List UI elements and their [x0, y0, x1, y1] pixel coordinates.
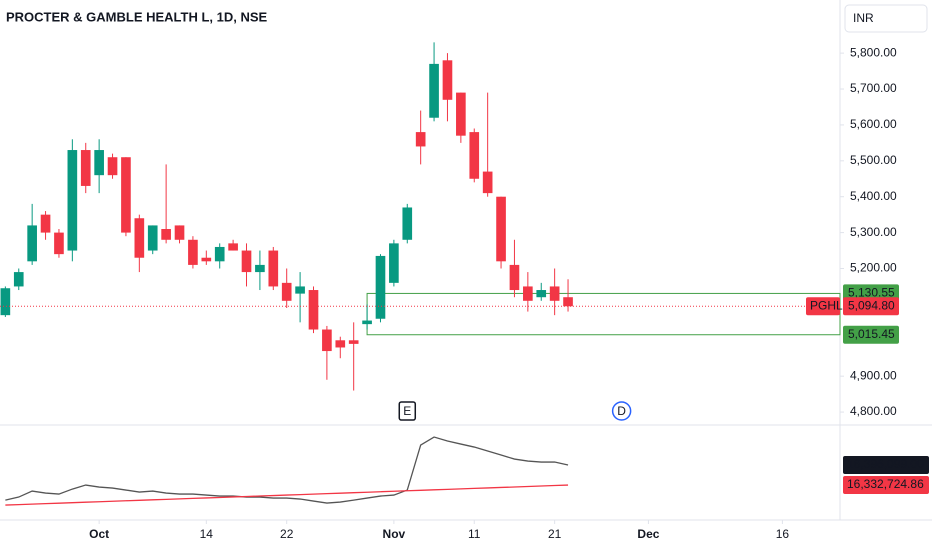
- x-tick-label: Nov: [383, 527, 406, 541]
- candle-body: [375, 255, 386, 319]
- y-tick-label: 5,800.00: [850, 45, 897, 59]
- candle-body: [13, 272, 24, 287]
- candle-body: [147, 225, 158, 251]
- event-label: E: [403, 404, 411, 418]
- candle-body: [241, 250, 252, 273]
- candle-body: [27, 225, 37, 262]
- x-tick-label: 16: [776, 527, 790, 541]
- candle-body: [40, 214, 51, 233]
- currency-button[interactable]: [844, 4, 928, 33]
- candle-body: [402, 207, 413, 240]
- x-tick-label: 21: [548, 527, 562, 541]
- candle-body: [322, 329, 332, 352]
- candle-body: [482, 171, 493, 194]
- indicator-tag: [843, 476, 929, 495]
- candle-body: [469, 132, 480, 179]
- y-tick-label: 4,900.00: [850, 368, 897, 382]
- indicator-line: [5, 436, 569, 504]
- candle-body: [255, 264, 265, 273]
- candle-body: [134, 218, 145, 258]
- y-tick-label: 5,700.00: [850, 81, 897, 95]
- event-marker: [398, 401, 417, 421]
- candle-body: [80, 150, 91, 186]
- event-marker: [611, 401, 632, 421]
- last-price-name: PGHL: [810, 298, 843, 312]
- level-label: 5,130.55: [848, 286, 895, 300]
- candle-body: [442, 60, 453, 100]
- candle-body: [549, 286, 560, 301]
- candle-body: [563, 297, 573, 307]
- candle-body: [94, 150, 104, 176]
- chart-title: PROCTER & GAMBLE HEALTH L, 1D, NSE: [6, 9, 268, 24]
- candle-body: [0, 288, 11, 316]
- x-tick-label: 14: [200, 527, 214, 541]
- indicator-tag: [843, 456, 929, 475]
- candle-body: [335, 340, 346, 348]
- x-tick-label: 11: [468, 527, 481, 541]
- x-tick-label: 22: [280, 527, 294, 541]
- candle-body: [228, 243, 238, 251]
- candle-body: [496, 196, 506, 262]
- candle-body: [362, 320, 372, 325]
- currency-label[interactable]: INR: [853, 11, 874, 25]
- candle-body: [188, 239, 198, 265]
- candle-body: [308, 290, 319, 330]
- candle-body: [523, 286, 533, 301]
- candle-body: [536, 290, 547, 298]
- last-price-tag: [843, 297, 899, 316]
- candle-body: [389, 243, 399, 283]
- y-tick-label: 5,300.00: [850, 225, 897, 239]
- indicator-label: 16,396,099.00: [847, 457, 924, 471]
- candle-body: [107, 157, 118, 176]
- y-tick-label: 4,800.00: [850, 404, 897, 418]
- x-tick-label: Dec: [637, 527, 659, 541]
- candle-body: [509, 264, 520, 291]
- candle-body: [456, 92, 466, 136]
- candle-body: [348, 340, 359, 344]
- candle-body: [429, 63, 439, 118]
- last-price-label: 5,094.80: [848, 298, 895, 312]
- indicator-line: [5, 484, 569, 506]
- candle-body: [201, 257, 212, 262]
- candle-body: [281, 282, 292, 301]
- level-tag: [843, 325, 899, 344]
- candle-body: [295, 286, 305, 294]
- level-label: 5,015.45: [848, 327, 895, 341]
- candle-body: [121, 157, 131, 233]
- event-label: D: [617, 404, 626, 418]
- candle-body: [161, 229, 171, 240]
- y-tick-label: 5,600.00: [850, 117, 897, 131]
- candle-body: [174, 225, 185, 240]
- x-tick-label: Oct: [89, 527, 109, 541]
- last-price-name-tag: [806, 297, 840, 316]
- candle-body: [54, 232, 64, 255]
- y-tick-label: 5,400.00: [850, 189, 897, 203]
- y-tick-label: 5,500.00: [850, 153, 897, 167]
- candle-body: [67, 150, 78, 251]
- y-tick-label: 5,200.00: [850, 261, 897, 275]
- candle-body: [415, 132, 426, 147]
- indicator-label: 16,332,724.86: [847, 477, 924, 491]
- candle-body: [268, 250, 279, 287]
- candle-body: [214, 246, 225, 262]
